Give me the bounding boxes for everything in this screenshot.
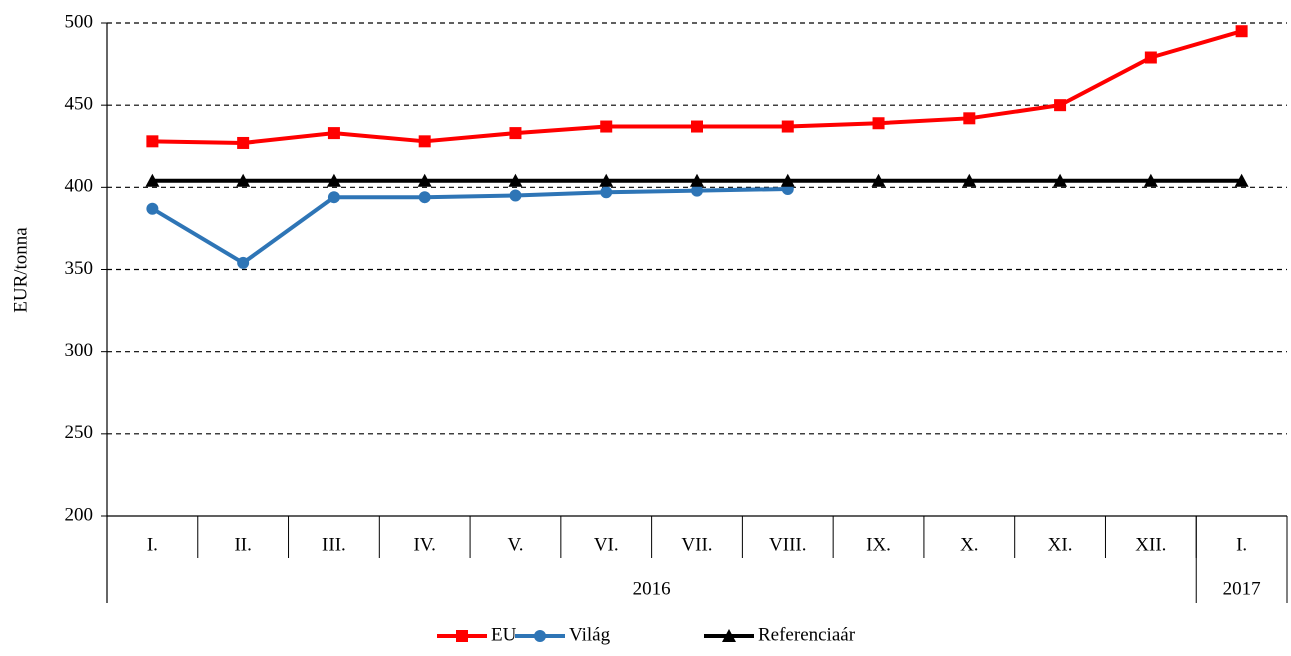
marker [691, 184, 703, 197]
x-tick-label: III. [322, 534, 346, 555]
marker [871, 173, 886, 187]
y-tick-label: 300 [65, 340, 94, 361]
legend-label: EU [491, 624, 517, 645]
x-tick-label: I. [147, 534, 158, 555]
marker [236, 173, 251, 187]
marker [237, 136, 250, 149]
x-tick-label: XII. [1135, 534, 1166, 555]
marker [418, 135, 431, 148]
marker [509, 189, 522, 202]
x-tick-label: VI. [594, 534, 619, 555]
marker [327, 127, 340, 140]
marker [418, 191, 431, 204]
x-tick-label: XI. [1048, 534, 1073, 555]
marker [1054, 99, 1067, 112]
marker [600, 186, 613, 199]
y-tick-label: 200 [65, 504, 94, 525]
x-tick-label: VIII. [769, 534, 806, 555]
marker [327, 191, 340, 204]
y-tick-label: 500 [65, 11, 94, 32]
legend-label: Referenciaár [758, 624, 856, 645]
x-tick-label: VII. [681, 534, 712, 555]
marker [690, 173, 704, 187]
marker [691, 120, 703, 133]
marker [145, 173, 160, 187]
marker [146, 135, 159, 148]
legend-marker [534, 630, 546, 642]
marker [1144, 51, 1157, 64]
marker [146, 202, 159, 215]
marker [963, 112, 976, 125]
x-tick-label: X. [960, 534, 978, 555]
y-axis-label: EUR/tonna [10, 227, 31, 313]
series-line [151, 186, 788, 265]
marker [599, 173, 614, 187]
y-tick-label: 350 [65, 258, 94, 279]
x-tick-label: V. [507, 534, 523, 555]
y-tick-label: 450 [65, 94, 94, 115]
x-tick-label: I. [1236, 534, 1247, 555]
legend-marker [456, 630, 468, 642]
marker [780, 173, 795, 187]
marker [237, 256, 250, 269]
marker [509, 127, 522, 140]
marker [962, 173, 977, 187]
year-label: 2017 [1223, 578, 1261, 599]
marker [1053, 173, 1068, 187]
marker [1143, 173, 1158, 187]
marker [781, 120, 794, 133]
marker [872, 117, 885, 130]
y-tick-label: 400 [65, 176, 94, 197]
marker [1234, 173, 1249, 187]
y-tick-label: 250 [65, 422, 94, 443]
marker [508, 173, 523, 187]
marker [600, 120, 613, 133]
legend-marker [722, 629, 736, 642]
marker [326, 173, 341, 187]
marker [1235, 25, 1248, 38]
legend-label: Világ [569, 624, 611, 645]
x-tick-label: IX. [866, 534, 891, 555]
x-tick-label: IV. [414, 534, 436, 555]
marker [417, 173, 432, 187]
year-label: 2016 [633, 578, 671, 599]
x-tick-label: II. [234, 534, 251, 555]
